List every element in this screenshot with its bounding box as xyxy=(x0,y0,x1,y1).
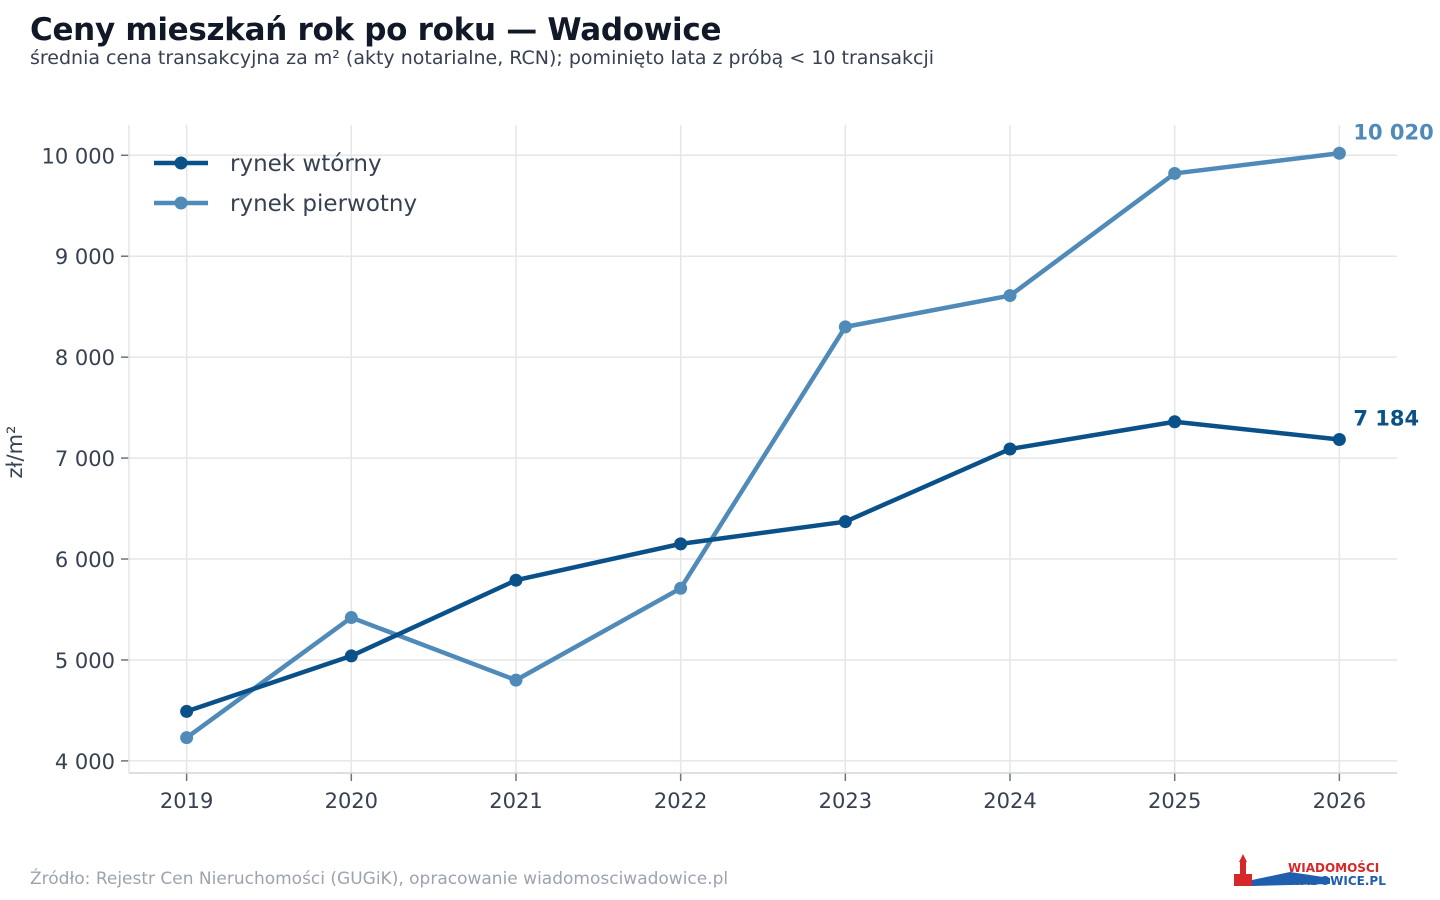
data-point xyxy=(1332,146,1346,160)
x-tick-label: 2022 xyxy=(654,789,707,813)
x-tick-label: 2021 xyxy=(489,789,542,813)
source-note: Źródło: Rejestr Cen Nieruchomości (GUGiK… xyxy=(30,869,729,889)
end-value-label: 7 184 xyxy=(1353,407,1419,431)
y-axis-label: zł/m² xyxy=(3,426,27,479)
y-tick-label: 5 000 xyxy=(55,649,115,673)
town-hall-icon xyxy=(1234,854,1252,886)
legend-item: rynek pierwotny xyxy=(154,191,417,217)
data-point xyxy=(509,673,523,687)
y-tick-label: 10 000 xyxy=(42,144,115,168)
series-layer: 10 020 7 184 xyxy=(180,120,1434,745)
y-tick-label: 4 000 xyxy=(55,750,115,774)
legend-item: rynek wtórny xyxy=(154,151,382,177)
line-chart: 4 000 5 000 6 000 7 000 8 000 9 000 10 000 2019… xyxy=(3,120,1434,813)
data-point xyxy=(1168,166,1182,180)
series-line xyxy=(184,151,1342,740)
data-point xyxy=(1332,433,1346,447)
legend-label: rynek pierwotny xyxy=(230,191,417,217)
data-point xyxy=(180,704,194,718)
x-tick-label: 2023 xyxy=(819,789,872,813)
legend-label: rynek wtórny xyxy=(230,151,382,177)
x-tick-label: 2025 xyxy=(1148,789,1201,813)
x-tick-label: 2020 xyxy=(325,789,378,813)
publisher-logo[interactable]: WIADOMOŚCI WADOWICE.PL xyxy=(1230,850,1410,890)
y-tick-label: 9 000 xyxy=(55,245,115,269)
data-point xyxy=(509,573,523,587)
data-point xyxy=(674,537,688,551)
data-point xyxy=(1168,415,1182,429)
legend-marker xyxy=(174,156,188,170)
grid xyxy=(129,125,1397,773)
data-point xyxy=(344,649,358,663)
data-point xyxy=(838,515,852,529)
x-tick-label: 2026 xyxy=(1313,789,1366,813)
series-pierwotny: 10 020 xyxy=(180,120,1434,745)
logo-line-1: WIADOMOŚCI xyxy=(1288,860,1379,875)
data-point xyxy=(1003,289,1017,303)
data-point xyxy=(1003,442,1017,456)
series-line xyxy=(184,419,1342,714)
series-wtorny: 7 184 xyxy=(180,407,1419,718)
x-tick-label: 2024 xyxy=(983,789,1036,813)
axes: 4 000 5 000 6 000 7 000 8 000 9 000 10 000 2019… xyxy=(42,125,1397,813)
data-point xyxy=(344,611,358,625)
data-point xyxy=(838,320,852,334)
data-point xyxy=(674,581,688,595)
logo-swoosh xyxy=(1252,872,1330,886)
end-value-label: 10 020 xyxy=(1353,120,1433,144)
legend: rynek wtórny rynek pierwotny xyxy=(154,151,417,217)
y-tick-label: 7 000 xyxy=(55,447,115,471)
chart-title: Ceny mieszkań rok po roku — Wadowice xyxy=(30,12,722,48)
data-point xyxy=(180,731,194,745)
y-tick-label: 6 000 xyxy=(55,548,115,572)
chart-subtitle: średnia cena transakcyjna za m² (akty no… xyxy=(30,47,935,69)
y-tick-label: 8 000 xyxy=(55,346,115,370)
legend-marker xyxy=(174,196,188,210)
logo-line-2: WADOWICE.PL xyxy=(1288,874,1386,888)
x-tick-label: 2019 xyxy=(160,789,213,813)
